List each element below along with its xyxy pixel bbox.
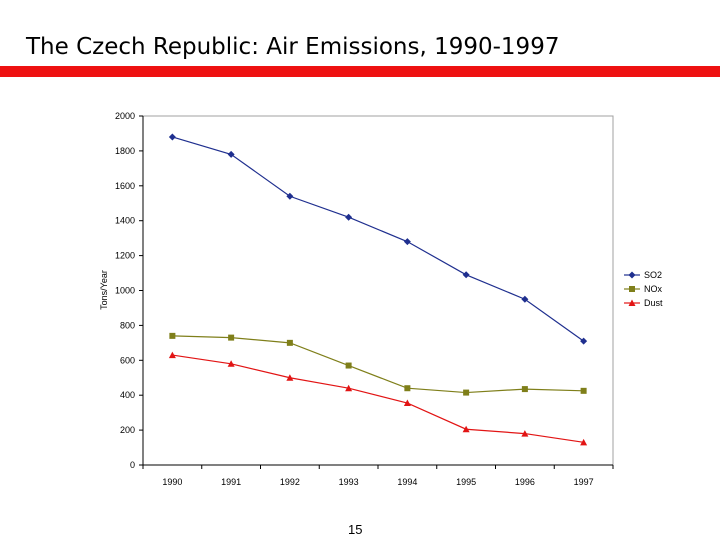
series-line-so2 bbox=[172, 136, 584, 342]
x-tick-label: 1996 bbox=[515, 477, 535, 487]
y-tick-label: 400 bbox=[120, 390, 135, 400]
y-tick-label: 1200 bbox=[115, 251, 135, 261]
legend-item-so2: SO2 bbox=[624, 270, 662, 280]
legend-item-dust: Dust bbox=[624, 298, 663, 308]
y-tick-label: 1800 bbox=[115, 146, 135, 156]
series-so2 bbox=[168, 133, 588, 345]
data-point-nox bbox=[404, 385, 411, 392]
plot-area-frame bbox=[142, 115, 614, 466]
legend-item-nox: NOx bbox=[624, 284, 663, 294]
y-tick-label: 1400 bbox=[115, 216, 135, 226]
x-tick-label: 1993 bbox=[339, 477, 359, 487]
data-point-so2 bbox=[168, 133, 176, 141]
data-point-dust bbox=[403, 399, 411, 407]
series-line-nox bbox=[172, 335, 584, 394]
legend-label-nox: NOx bbox=[644, 284, 663, 294]
legend-marker-nox bbox=[629, 286, 635, 292]
data-point-so2 bbox=[345, 213, 353, 221]
data-point-so2 bbox=[227, 150, 235, 158]
x-tick-label: 1997 bbox=[574, 477, 594, 487]
x-tick-label: 1991 bbox=[221, 477, 241, 487]
legend-marker-dust bbox=[628, 299, 636, 306]
data-point-nox bbox=[228, 334, 235, 341]
y-tick-label: 2000 bbox=[115, 111, 135, 121]
series-line-dust bbox=[172, 354, 584, 443]
y-tick-label: 1000 bbox=[115, 286, 135, 296]
data-point-dust bbox=[168, 351, 176, 359]
legend-marker-so2 bbox=[628, 271, 636, 279]
data-point-nox bbox=[463, 389, 470, 396]
data-point-nox bbox=[345, 362, 352, 369]
x-tick-label: 1992 bbox=[280, 477, 300, 487]
title-rule bbox=[0, 66, 720, 77]
data-point-nox bbox=[286, 339, 293, 346]
data-point-dust bbox=[227, 360, 235, 367]
data-point-nox bbox=[580, 387, 587, 394]
y-tick-label: 200 bbox=[120, 425, 135, 435]
chart-legend: SO2 NOx Dust bbox=[624, 270, 663, 308]
data-point-so2 bbox=[403, 238, 411, 246]
x-tick-label: 1990 bbox=[162, 477, 182, 487]
data-point-dust bbox=[462, 425, 470, 433]
data-point-dust bbox=[286, 374, 294, 381]
page-number: 15 bbox=[348, 522, 363, 537]
y-tick-label: 0 bbox=[130, 460, 135, 470]
data-point-nox bbox=[169, 332, 176, 339]
data-point-dust bbox=[580, 438, 588, 446]
series-dust bbox=[168, 351, 588, 446]
data-point-so2 bbox=[462, 271, 470, 279]
y-tick-label: 800 bbox=[120, 320, 135, 330]
slide-title: The Czech Republic: Air Emissions, 1990-… bbox=[26, 34, 560, 60]
data-point-so2 bbox=[580, 337, 588, 345]
data-point-dust bbox=[345, 384, 353, 392]
legend-label-so2: SO2 bbox=[644, 270, 662, 280]
data-point-so2 bbox=[521, 295, 529, 303]
legend-label-dust: Dust bbox=[644, 298, 663, 308]
x-tick-label: 1994 bbox=[397, 477, 417, 487]
y-tick-label: 1600 bbox=[115, 181, 135, 191]
data-point-nox bbox=[521, 386, 528, 393]
y-axis-title: Tons/Year bbox=[99, 270, 109, 310]
data-point-so2 bbox=[286, 192, 294, 200]
data-point-dust bbox=[521, 430, 529, 437]
x-tick-label: 1995 bbox=[456, 477, 476, 487]
y-tick-label: 600 bbox=[120, 355, 135, 365]
series-nox bbox=[169, 332, 587, 396]
